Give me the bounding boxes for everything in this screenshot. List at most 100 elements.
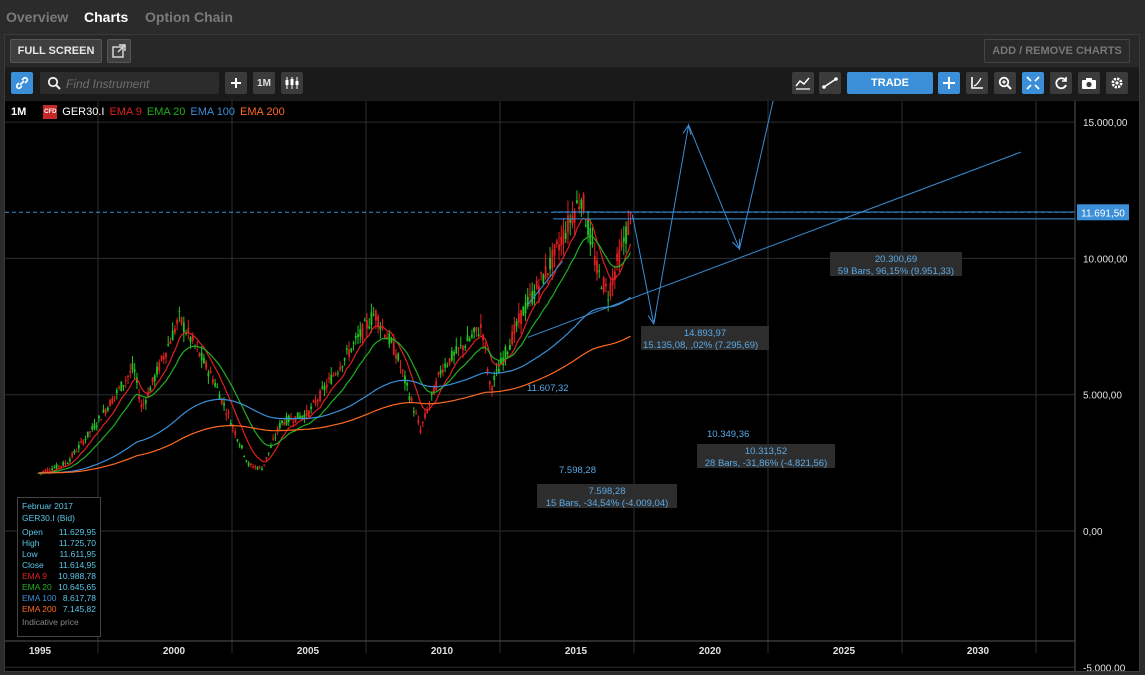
tab-option-chain[interactable]: Option Chain [145, 9, 233, 25]
legend-symbol: GER30.I [62, 106, 105, 118]
candle-body [526, 296, 529, 307]
candle-body [292, 421, 295, 423]
x-tick-label: 1995 [29, 646, 52, 657]
candle-body [546, 273, 549, 276]
top-tabs: Overview Charts Option Chain [0, 0, 1145, 34]
candle-body [428, 404, 431, 406]
candle-body [84, 438, 87, 441]
candle-body [549, 258, 551, 270]
candle-body [234, 431, 237, 435]
candle-body [401, 369, 404, 372]
info-symbol: GER30.I (Bid) [22, 513, 75, 523]
tab-overview[interactable]: Overview [6, 9, 69, 25]
trade-button[interactable]: TRADE [847, 72, 933, 94]
candle-body [198, 352, 201, 357]
candle-body [374, 310, 377, 321]
add-icon[interactable] [225, 72, 247, 94]
candle-body [80, 440, 82, 442]
candle-body [600, 288, 603, 290]
candle-body [471, 334, 473, 338]
chart-area[interactable]: 11.607,32 7.598,28 7.598,28 15 Bars, -34,54… [5, 101, 1139, 671]
candle-body [620, 241, 623, 248]
candle-body [191, 335, 194, 341]
candle-body [379, 326, 382, 330]
candle-body [341, 366, 344, 368]
line-tool-icon[interactable] [819, 72, 841, 94]
candle-body [417, 419, 420, 424]
candle-body [102, 409, 105, 413]
candle-body [86, 431, 89, 437]
candle-body [502, 357, 505, 366]
candle-body [544, 266, 547, 279]
candle-body [569, 219, 572, 223]
candle-body [278, 422, 281, 429]
candle-body [256, 467, 259, 470]
candle-body [348, 349, 350, 357]
candle-body [173, 328, 176, 333]
candle-body [98, 416, 100, 418]
candle-body [57, 465, 60, 467]
candle-body [491, 386, 493, 391]
candle-body [44, 470, 47, 473]
candle-body [261, 468, 263, 471]
x-tick-label: 2025 [833, 646, 856, 657]
candle-body [209, 370, 212, 374]
axis-scale-icon[interactable] [966, 72, 988, 94]
candle-body [207, 372, 210, 377]
y-tick-label: 5.000,00 [1083, 391, 1122, 402]
cfd-icon: CFD [43, 105, 58, 119]
camera-icon[interactable] [1078, 72, 1100, 94]
candle-body [383, 334, 386, 338]
candle-body [613, 271, 616, 280]
candle-body [149, 387, 152, 392]
crosshair-icon[interactable] [938, 72, 960, 94]
x-tick-label: 2010 [431, 646, 454, 657]
link-icon[interactable] [11, 72, 33, 94]
candle-body [466, 335, 469, 342]
label-leg3-end: 10.349,36 [707, 429, 749, 440]
candle-body [435, 381, 438, 390]
legend-timeframe: 1M [11, 106, 27, 118]
candle-body [551, 249, 554, 269]
info-row-low: Low 11.611,95 [22, 549, 96, 559]
chart-legend: 1M CFD GER30.I EMA 9 EMA 20 EMA 100 EMA … [11, 105, 285, 119]
settings-icon[interactable] [1106, 72, 1128, 94]
candle-body [243, 455, 246, 457]
tab-charts[interactable]: Charts [84, 9, 129, 25]
info-row-close: Close 11.614,95 [22, 560, 96, 570]
candle-body [330, 374, 333, 384]
indicators-icon[interactable] [792, 72, 814, 94]
chart-panel: FULL SCREEN ADD / REMOVE CHARTS 1M [4, 34, 1140, 672]
candle-body [75, 451, 78, 453]
candle-body [564, 232, 567, 239]
popout-icon[interactable] [107, 39, 131, 63]
fit-screen-icon[interactable] [1022, 72, 1044, 94]
candle-body [158, 362, 161, 371]
candlestick-icon[interactable] [281, 72, 303, 94]
add-remove-charts-button[interactable]: ADD / REMOVE CHARTS [984, 39, 1130, 63]
info-row-ema100: EMA 100 8.617,78 [22, 593, 96, 603]
candle-body [390, 338, 393, 343]
candle-body [301, 415, 304, 418]
candle-body [540, 272, 543, 275]
zoom-icon[interactable] [994, 72, 1016, 94]
x-tick-label: 2000 [163, 646, 186, 657]
full-screen-button[interactable]: FULL SCREEN [10, 39, 102, 63]
candle-body [214, 382, 216, 387]
candle-body [48, 470, 51, 472]
candle-body [464, 346, 467, 348]
candle-body [167, 344, 170, 346]
candle-body [144, 400, 147, 404]
candle-body [218, 394, 221, 400]
search-input[interactable] [64, 74, 218, 94]
candle-body [236, 439, 239, 442]
candle-body [616, 253, 618, 262]
candle-body [185, 332, 187, 335]
timeframe-button[interactable]: 1M [253, 72, 275, 94]
candle-body [216, 386, 219, 388]
label-leg2-price-bg [641, 326, 769, 338]
refresh-icon[interactable] [1050, 72, 1072, 94]
label-leg2-stats-bg [641, 338, 769, 350]
candle-body [439, 369, 442, 375]
